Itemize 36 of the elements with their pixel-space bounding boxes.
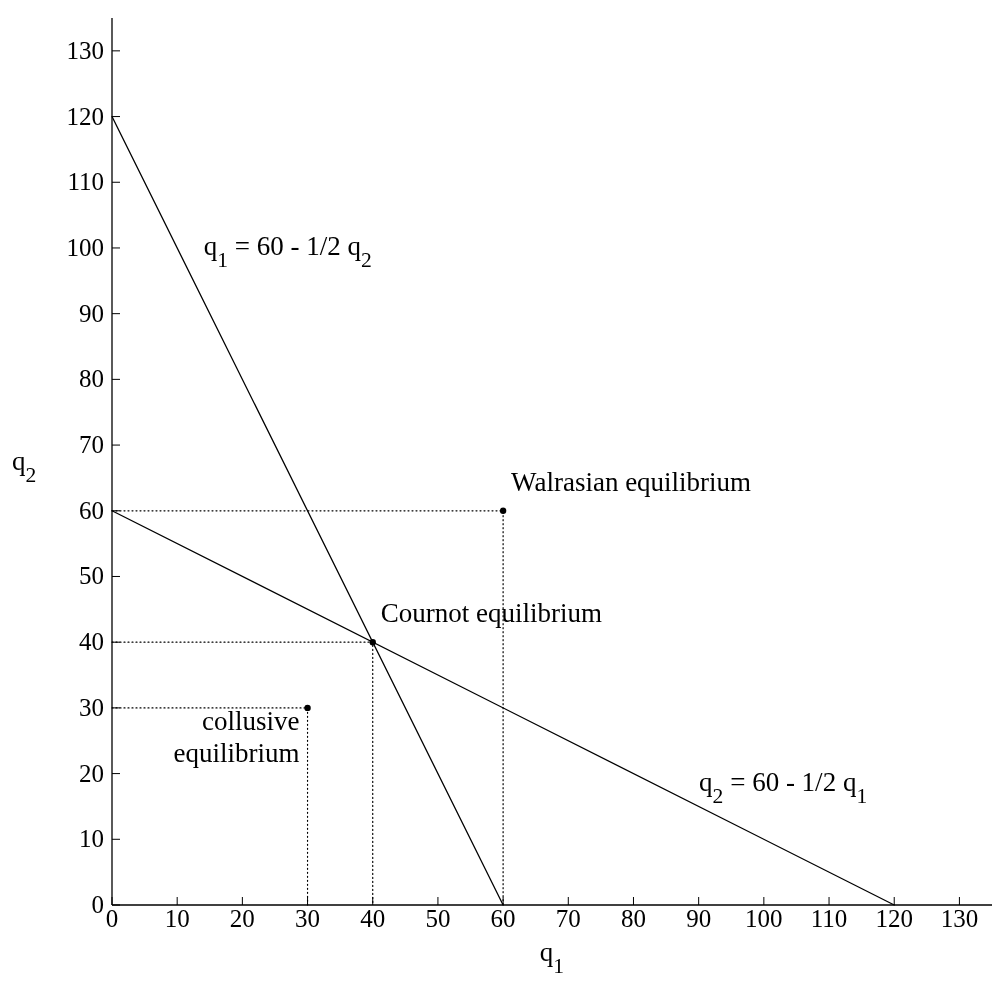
point [369,638,376,646]
y-tick-label: 20 [79,759,104,787]
y-axis-title: q$_{2}$ [12,445,37,487]
y-tick-label: 130 [66,36,104,64]
y-tick-label: 90 [79,299,104,327]
x-tick-label: 80 [620,905,646,932]
y-tick-label: 40 [79,628,104,656]
y-tick-label: 30 [79,693,104,721]
y-tick-label: 110 [67,168,104,196]
x-tick-label: 10 [164,905,190,932]
annotation: Walrasian equilibrium [511,466,752,497]
y-tick-label: 60 [79,496,104,524]
annotation: q$_{2}$ = 60 - 1/2 q$_{1}$ [699,766,868,808]
y-tick-label: 80 [79,365,104,393]
x-axis-title: q$_{1}$ [539,937,565,978]
y-tick-label: 50 [79,562,104,590]
x-tick-label: 90 [686,905,712,932]
point [499,507,507,514]
x-tick-label: 100 [745,905,783,932]
x-tick-label: 60 [490,905,516,932]
x-tick-label: 110 [810,905,848,932]
x-tick-label: 20 [229,905,255,932]
x-tick-label: 50 [425,905,451,932]
x-tick-label: 40 [360,905,386,932]
y-tick-label: 70 [79,431,104,459]
y-tick-label: 120 [66,102,104,130]
annotation: collusive equilibrium [173,705,300,768]
x-tick-label: 120 [875,905,913,932]
annotation: q$_{1}$ = 60 - 1/2 q$_{2}$ [203,231,372,273]
y-tick-label: 100 [66,233,104,261]
x-tick-label: 70 [555,905,581,932]
y-tick-label: 10 [79,825,104,853]
x-tick-label: 30 [295,905,321,932]
point [304,704,311,712]
annotation: Cournot equilibrium [380,598,602,629]
x-tick-label: 130 [940,905,979,932]
